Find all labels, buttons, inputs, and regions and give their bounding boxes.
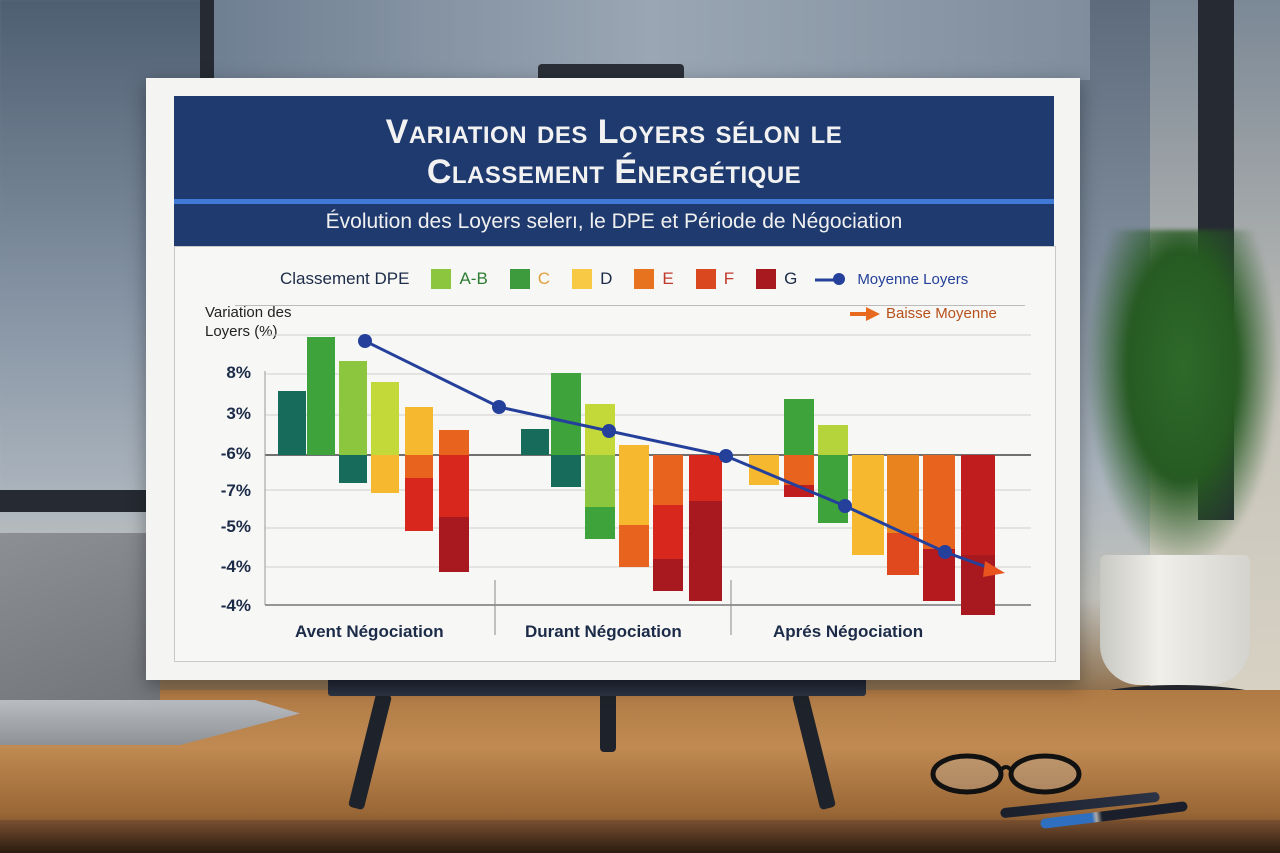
glasses (930, 753, 1082, 795)
y-axis-title: Variation des Loyers (%) (205, 304, 292, 340)
easel-ledge (328, 676, 866, 696)
orange-arrow-icon (850, 306, 880, 321)
trend-label: Baisse Moyenne (886, 305, 997, 322)
legend-divider (235, 305, 1025, 306)
svg-text:8%: 8% (226, 363, 251, 382)
svg-text:-7%: -7% (221, 481, 251, 500)
legend-label-ab: A-B (459, 269, 488, 288)
title-banner: Variation des Loyers sélon le Classement… (174, 96, 1054, 246)
legend-title: Classement DPE (280, 269, 410, 288)
svg-text:-5%: -5% (221, 517, 251, 536)
legend-swatch-ab (431, 269, 452, 289)
plant-pot (1100, 555, 1250, 685)
poster-board: Variation des Loyers sélon le Classement… (146, 78, 1080, 680)
poster-subtitle: Évolution des Loyers selerı, le DPE et P… (325, 210, 903, 233)
legend-label-e: E (662, 269, 674, 288)
trend-annotation: Baisse Moyenne (850, 305, 997, 322)
plant (1085, 230, 1280, 570)
x-label-durant: Durant Négociation (525, 622, 682, 641)
x-label-avant: Avent Négociation (295, 622, 444, 641)
title-line-2: Classement Énergétique (426, 153, 802, 191)
line-marker-icon (815, 273, 846, 285)
chart-area: Classement DPE A-B C D E F G Moyenne Loy… (174, 246, 1056, 662)
title-divider (174, 199, 1054, 204)
legend-swatch-d (572, 269, 593, 289)
legend-label-d: D (600, 269, 613, 288)
bar-plot: 8% 3% -6% -7% -5% -4% -4% (221, 334, 1031, 635)
legend-label-c: C (537, 269, 551, 288)
title-line-1: Variation des Loyers sélon le (385, 113, 843, 151)
x-label-apres: Aprés Négociation (773, 622, 924, 641)
svg-text:3%: 3% (226, 404, 251, 423)
desk-edge (0, 820, 1280, 853)
legend-swatch-f (695, 269, 716, 289)
svg-text:-4%: -4% (221, 596, 251, 615)
poster-title: Variation des Loyers sélon le Classement… (174, 112, 1054, 192)
legend: Classement DPE A-B C D E F G Moyenne Loy… (280, 269, 968, 289)
window-sill (0, 490, 150, 512)
legend-swatch-c (509, 269, 530, 289)
legend-swatch-e (634, 269, 655, 289)
legend-swatch-g (756, 269, 777, 289)
easel-leg-back (600, 692, 616, 752)
svg-text:-6%: -6% (221, 444, 251, 463)
svg-text:-4%: -4% (221, 557, 251, 576)
legend-line-label: Moyenne Loyers (857, 270, 969, 288)
legend-label-f: F (723, 269, 735, 288)
legend-label-g: G (784, 269, 798, 288)
